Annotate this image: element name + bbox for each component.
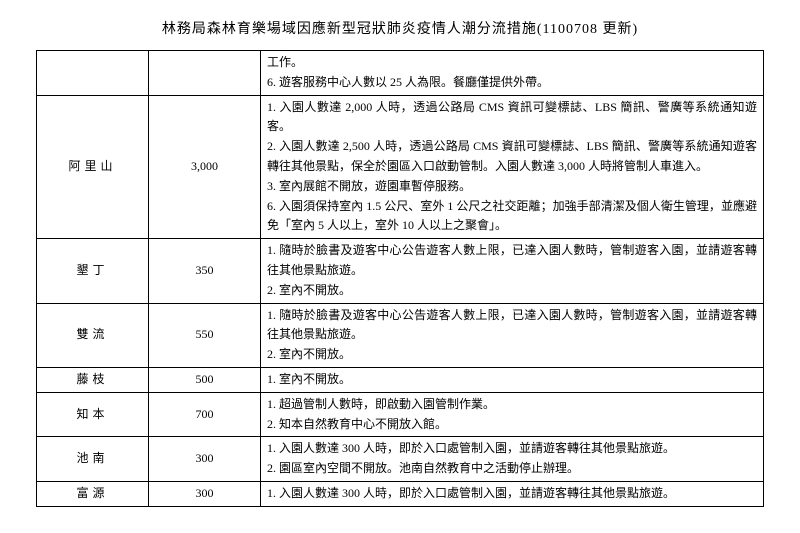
measures-cell: 1. 入園人數達 300 人時，即於入口處管制入園，並請遊客轉往其他景點旅遊。2… xyxy=(261,437,764,482)
site-name-cell: 雙流 xyxy=(37,303,149,367)
site-name-cell: 知本 xyxy=(37,392,149,437)
measures-cell: 1. 室內不開放。 xyxy=(261,367,764,392)
site-name-cell: 藤枝 xyxy=(37,367,149,392)
table-row: 墾丁3501. 隨時於臉書及遊客中心公告遊客人數上限，已達入園人數時，管制遊客入… xyxy=(37,239,764,303)
capacity-cell: 700 xyxy=(149,392,261,437)
capacity-cell: 300 xyxy=(149,437,261,482)
site-name-cell: 墾丁 xyxy=(37,239,149,303)
capacity-cell: 350 xyxy=(149,239,261,303)
site-name-cell: 阿里山 xyxy=(37,95,149,239)
capacity-cell: 300 xyxy=(149,481,261,506)
measures-cell: 1. 入園人數達 2,000 人時，透過公路局 CMS 資訊可變標誌、LBS 簡… xyxy=(261,95,764,239)
site-name-cell: 池南 xyxy=(37,437,149,482)
measures-table: 工作。6. 遊客服務中心人數以 25 人為限。餐廳僅提供外帶。阿里山3,0001… xyxy=(36,50,764,507)
measures-cell: 工作。6. 遊客服務中心人數以 25 人為限。餐廳僅提供外帶。 xyxy=(261,51,764,96)
table-row: 知本7001. 超過管制人數時，即啟動入園管制作業。2. 知本自然教育中心不開放… xyxy=(37,392,764,437)
capacity-cell: 550 xyxy=(149,303,261,367)
measures-cell: 1. 入園人數達 300 人時，即於入口處管制入園，並請遊客轉往其他景點旅遊。 xyxy=(261,481,764,506)
table-row: 阿里山3,0001. 入園人數達 2,000 人時，透過公路局 CMS 資訊可變… xyxy=(37,95,764,239)
measures-cell: 1. 超過管制人數時，即啟動入園管制作業。2. 知本自然教育中心不開放入館。 xyxy=(261,392,764,437)
site-name-cell xyxy=(37,51,149,96)
capacity-cell xyxy=(149,51,261,96)
table-row: 工作。6. 遊客服務中心人數以 25 人為限。餐廳僅提供外帶。 xyxy=(37,51,764,96)
site-name-cell: 富源 xyxy=(37,481,149,506)
table-row: 雙流5501. 隨時於臉書及遊客中心公告遊客人數上限，已達入園人數時，管制遊客入… xyxy=(37,303,764,367)
capacity-cell: 500 xyxy=(149,367,261,392)
table-row: 池南3001. 入園人數達 300 人時，即於入口處管制入園，並請遊客轉往其他景… xyxy=(37,437,764,482)
measures-cell: 1. 隨時於臉書及遊客中心公告遊客人數上限，已達入園人數時，管制遊客入園，並請遊… xyxy=(261,239,764,303)
capacity-cell: 3,000 xyxy=(149,95,261,239)
table-row: 富源3001. 入園人數達 300 人時，即於入口處管制入園，並請遊客轉往其他景… xyxy=(37,481,764,506)
table-row: 藤枝5001. 室內不開放。 xyxy=(37,367,764,392)
measures-cell: 1. 隨時於臉書及遊客中心公告遊客人數上限，已達入園人數時，管制遊客入園，並請遊… xyxy=(261,303,764,367)
page-title: 林務局森林育樂場域因應新型冠狀肺炎疫情人潮分流措施(1100708 更新) xyxy=(36,18,764,38)
